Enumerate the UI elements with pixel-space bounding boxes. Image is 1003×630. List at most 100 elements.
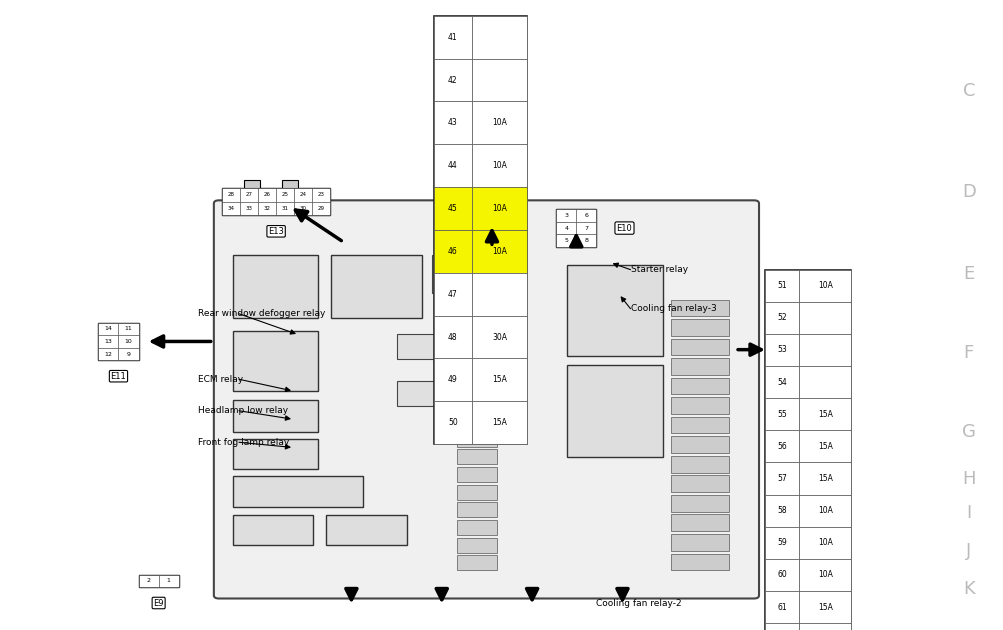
Bar <box>456 396 496 411</box>
Bar <box>798 623 851 630</box>
Bar <box>798 334 851 366</box>
Bar <box>433 59 471 101</box>
Bar <box>456 414 496 429</box>
Text: 11: 11 <box>124 326 132 331</box>
Text: 58: 58 <box>776 506 786 515</box>
Text: 23: 23 <box>318 192 324 197</box>
Text: 4: 4 <box>564 226 568 231</box>
Text: E13: E13 <box>268 227 284 236</box>
Bar <box>258 188 276 202</box>
Text: K: K <box>962 580 974 598</box>
Bar <box>233 439 318 469</box>
Bar <box>471 16 527 59</box>
Text: 41: 41 <box>447 33 457 42</box>
FancyBboxPatch shape <box>214 200 758 598</box>
Bar <box>670 456 728 472</box>
Bar <box>764 495 798 527</box>
Bar <box>433 358 471 401</box>
Bar <box>456 520 496 535</box>
Bar <box>556 234 576 247</box>
Text: 10A: 10A <box>817 570 831 580</box>
Bar <box>764 559 798 591</box>
Bar <box>670 378 728 394</box>
Bar <box>433 144 471 187</box>
Bar <box>670 437 728 453</box>
Bar <box>798 430 851 462</box>
Text: 15A: 15A <box>817 442 831 451</box>
Text: 12: 12 <box>104 352 112 357</box>
Bar <box>98 323 118 335</box>
Text: 3: 3 <box>564 213 568 218</box>
Bar <box>98 348 118 360</box>
Bar <box>456 555 496 570</box>
Text: 15A: 15A <box>491 375 507 384</box>
Bar <box>798 495 851 527</box>
Text: H: H <box>961 470 975 488</box>
Bar <box>556 209 596 247</box>
Text: I: I <box>965 505 971 522</box>
Bar <box>576 234 596 247</box>
Bar <box>764 334 798 366</box>
Text: 34: 34 <box>228 206 234 211</box>
Bar <box>222 188 240 202</box>
Text: 60: 60 <box>776 570 786 580</box>
Bar <box>222 188 330 215</box>
Bar <box>576 209 596 222</box>
Bar <box>670 358 728 375</box>
Text: 31: 31 <box>282 206 288 211</box>
Bar <box>233 515 313 545</box>
Text: 8: 8 <box>584 238 588 243</box>
Bar <box>456 449 496 464</box>
Text: 25: 25 <box>282 192 288 197</box>
Bar <box>764 366 798 398</box>
Bar <box>471 316 527 358</box>
Text: E9: E9 <box>153 598 163 607</box>
Bar <box>471 358 527 401</box>
Text: E10: E10 <box>616 224 632 232</box>
Bar <box>233 331 318 391</box>
Text: 50: 50 <box>447 418 457 427</box>
Bar <box>118 323 138 335</box>
Bar <box>456 467 496 482</box>
Bar <box>433 101 471 144</box>
Bar <box>764 527 798 559</box>
Bar <box>244 180 260 188</box>
Text: 10A: 10A <box>491 118 507 127</box>
Text: 5: 5 <box>564 238 568 243</box>
Bar <box>456 432 496 447</box>
Text: 10: 10 <box>124 339 132 344</box>
Bar <box>670 398 728 414</box>
Bar <box>294 188 312 202</box>
Text: Cooling fan relay-3: Cooling fan relay-3 <box>630 304 715 313</box>
Text: 45: 45 <box>447 204 457 213</box>
Text: 59: 59 <box>776 538 786 547</box>
Text: 33: 33 <box>246 206 252 211</box>
Bar <box>556 222 576 234</box>
Bar <box>258 202 276 215</box>
Bar <box>764 398 798 430</box>
Text: 49: 49 <box>447 375 457 384</box>
Bar <box>233 400 318 432</box>
Text: Headlamp low relay: Headlamp low relay <box>198 406 288 415</box>
Text: E11: E11 <box>110 372 126 381</box>
Text: J: J <box>965 542 971 560</box>
Text: 10A: 10A <box>817 538 831 547</box>
Text: 56: 56 <box>776 442 786 451</box>
Bar <box>471 230 527 273</box>
Bar <box>433 273 471 316</box>
Bar <box>276 188 294 202</box>
Bar <box>233 476 363 507</box>
Bar <box>670 417 728 433</box>
Text: 7: 7 <box>584 226 588 231</box>
Text: C: C <box>962 83 974 100</box>
Text: 10A: 10A <box>817 506 831 515</box>
Bar <box>456 537 496 553</box>
Text: Starter relay: Starter relay <box>630 265 687 274</box>
Text: Cooling fan relay-2: Cooling fan relay-2 <box>596 599 681 608</box>
Text: 54: 54 <box>776 377 786 387</box>
Bar <box>798 398 851 430</box>
Bar <box>158 575 179 587</box>
Bar <box>138 575 179 587</box>
Bar <box>670 534 728 551</box>
Bar <box>471 101 527 144</box>
